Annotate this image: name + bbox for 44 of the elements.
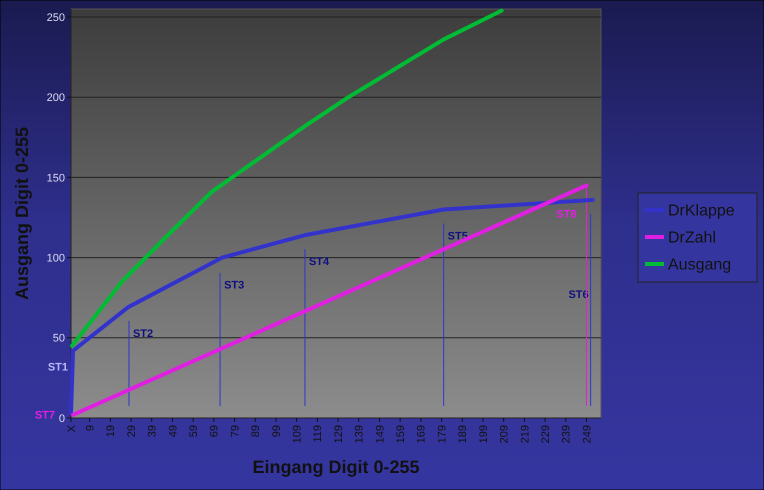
x-tick-label: 9 bbox=[84, 425, 96, 432]
x-tick-label: 229 bbox=[540, 425, 552, 444]
line-series bbox=[70, 8, 504, 348]
ref-line-label: ST3 bbox=[224, 280, 244, 292]
x-axis-title: Eingang Digit 0-255 bbox=[252, 457, 420, 477]
ref-line-label: ST8 bbox=[556, 208, 577, 220]
y-tick-label: 100 bbox=[46, 252, 65, 264]
x-tick-label: 249 bbox=[581, 425, 594, 444]
x-tick-label: 149 bbox=[374, 425, 386, 444]
x-tick-label: 209 bbox=[498, 425, 511, 444]
ref-line-label: ST4 bbox=[308, 256, 330, 268]
y-tick-label: 50 bbox=[52, 332, 65, 345]
x-tick-label: 69 bbox=[208, 425, 221, 438]
x-tick-label: 59 bbox=[188, 425, 200, 438]
x-tick-label: 39 bbox=[146, 425, 159, 438]
x-tick-label: 99 bbox=[270, 425, 283, 438]
x-tick-label: 79 bbox=[229, 425, 242, 438]
y-tick-label: 200 bbox=[46, 92, 65, 104]
y-tick-label: 150 bbox=[46, 172, 65, 184]
x-tick-label: 239 bbox=[560, 425, 573, 444]
annotation: ST7 bbox=[34, 410, 55, 422]
annotation: ST1 bbox=[48, 362, 68, 374]
x-tick-label: 89 bbox=[250, 425, 262, 438]
x-tick-label: X bbox=[66, 424, 78, 432]
x-tick-label: 109 bbox=[292, 425, 304, 444]
x-tick-label: 119 bbox=[312, 425, 324, 443]
legend-label: Ausgang bbox=[668, 256, 732, 274]
legend-label: DrZahl bbox=[668, 230, 716, 247]
ref-line-label: ST2 bbox=[132, 328, 154, 340]
x-tick-label: 189 bbox=[457, 425, 470, 444]
x-tick-label: 199 bbox=[478, 425, 490, 444]
x-tick-label: 129 bbox=[332, 425, 345, 444]
x-tick-label: 29 bbox=[126, 425, 138, 438]
y-tick-label: 0 bbox=[58, 412, 65, 425]
legend-label: DrKlappe bbox=[668, 202, 735, 220]
x-tick-label: 19 bbox=[105, 425, 118, 438]
x-tick-label: 169 bbox=[416, 425, 428, 444]
x-tick-label: 219 bbox=[519, 425, 532, 444]
x-tick-label: 159 bbox=[395, 425, 408, 444]
y-tick-label: 250 bbox=[46, 12, 65, 24]
x-tick-label: 49 bbox=[167, 425, 180, 438]
y-axis-title: Ausgang Digit 0-255 bbox=[12, 126, 32, 300]
x-tick-label: 179 bbox=[436, 425, 448, 444]
x-tick-label: 139 bbox=[354, 425, 366, 444]
